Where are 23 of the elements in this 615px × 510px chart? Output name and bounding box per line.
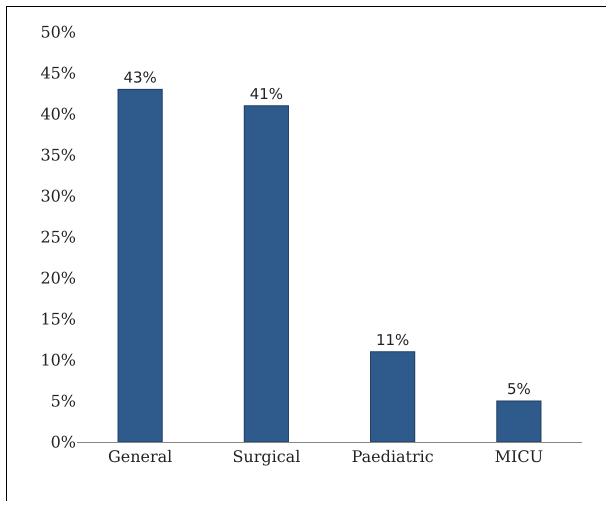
y-tick-label: 20% bbox=[40, 268, 76, 288]
y-tick-label: 30% bbox=[40, 186, 76, 206]
y-tick-label: 10% bbox=[40, 350, 76, 370]
data-label: 11% bbox=[376, 330, 410, 349]
y-tick-label: 25% bbox=[40, 228, 76, 247]
y-tick-label: 5% bbox=[50, 392, 76, 411]
data-label: 5% bbox=[506, 380, 531, 398]
x-tick-label: MICU bbox=[494, 447, 544, 466]
y-tick-label: 15% bbox=[40, 310, 76, 329]
data-label: 43% bbox=[123, 68, 157, 86]
y-tick-label: 0% bbox=[50, 432, 76, 452]
bar bbox=[118, 88, 163, 442]
data-label: 41% bbox=[250, 84, 284, 103]
x-tick-label: Paediatric bbox=[352, 447, 434, 466]
y-tick-label: 40% bbox=[40, 104, 76, 124]
y-tick-label: 35% bbox=[40, 146, 76, 165]
bar bbox=[370, 351, 416, 442]
y-tick-label: 50% bbox=[40, 22, 76, 42]
y-tick-label: 45% bbox=[40, 64, 76, 83]
bar bbox=[244, 105, 289, 442]
bar bbox=[496, 400, 542, 442]
x-tick-label: Surgical bbox=[232, 447, 300, 466]
x-tick-label: General bbox=[108, 447, 172, 466]
